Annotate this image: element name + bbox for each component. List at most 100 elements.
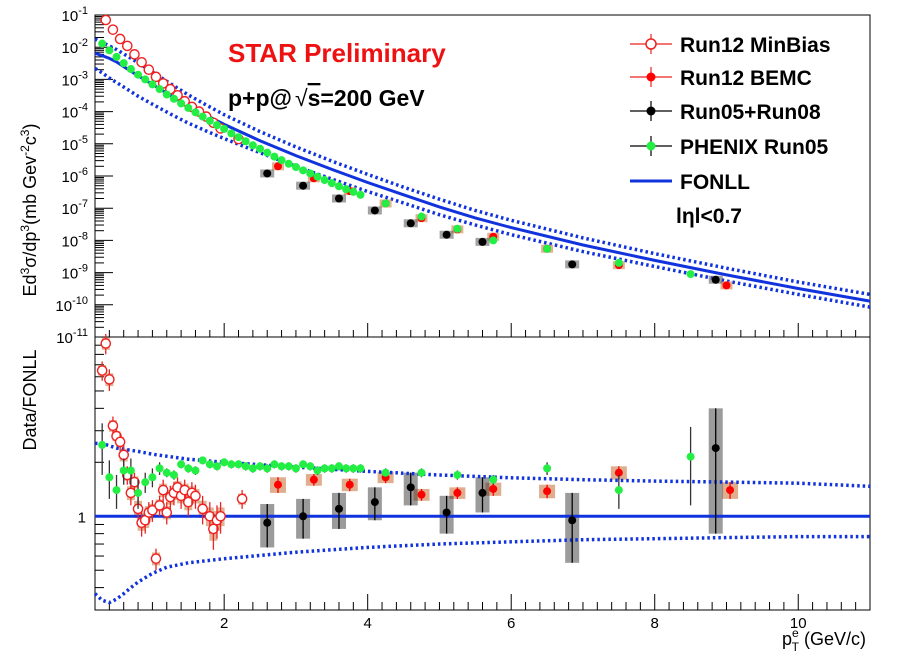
data-point-green-dot: [184, 103, 193, 112]
x-axis-label-sup: e: [792, 626, 799, 640]
data-point-green-dot: [256, 144, 265, 153]
data-point-green-dot: [134, 488, 143, 497]
legend: Run12 MinBias Run12 BEMC Run05+Run08 PHE…: [630, 34, 831, 194]
y-tick-label-exp: -8: [78, 230, 88, 242]
data-point-black-dot: [334, 504, 343, 513]
x-tick-label: 6: [507, 615, 515, 632]
data-point-green-dot: [349, 464, 358, 473]
data-point-green-dot: [198, 112, 207, 121]
data-point-green-dot: [134, 70, 143, 79]
y-tick-label-exp: -3: [78, 69, 88, 81]
y-tick-label: 10-10: [55, 295, 88, 315]
data-point-green-dot: [98, 39, 107, 48]
data-point-black-dot: [568, 516, 577, 525]
data-point-black-dot: [478, 488, 487, 497]
data-point-open-circle: [197, 503, 208, 515]
data-point-green-dot: [334, 182, 343, 191]
legend-marker-open-circle: [645, 38, 657, 50]
data-point-green-dot: [381, 199, 390, 208]
y-tick-label: 10-9: [62, 263, 88, 283]
y-tick-label-exp: -1: [78, 5, 88, 17]
y-tick-label-base: 10: [62, 105, 79, 122]
data-point-open-circle: [121, 40, 133, 52]
legend-marker-green-dot: [646, 141, 656, 151]
data-point-green-dot: [177, 99, 186, 108]
data-point-open-circle: [147, 504, 158, 516]
y-tick-label-base: 10: [62, 72, 79, 89]
data-point-open-circle: [114, 436, 126, 448]
y-tick-label: 10-1: [62, 5, 88, 25]
data-point-green-dot: [342, 464, 351, 473]
data-point-green-dot: [169, 470, 178, 479]
data-point-open-circle: [136, 56, 147, 68]
data-point-green-dot: [291, 163, 300, 172]
x-tick-label: 10: [790, 615, 807, 632]
data-point-green-dot: [381, 468, 390, 477]
data-point-open-circle: [104, 374, 115, 385]
y-tick-label-exp: -6: [78, 166, 88, 178]
data-point-green-dot: [241, 462, 250, 471]
data-point-green-dot: [306, 169, 315, 178]
data-point-green-dot: [234, 133, 243, 142]
legend-label-run05-run08: Run05+Run08: [680, 101, 821, 124]
data-point-red-dot: [614, 468, 623, 477]
legend-entry-run12-bemc: Run12 BEMC: [630, 67, 812, 90]
energy-sqrt: √: [295, 85, 308, 111]
data-point-green-dot: [277, 462, 286, 471]
data-point-green-dot: [320, 464, 329, 473]
y-tick-label: 1: [78, 509, 86, 526]
y-tick-label: 10-7: [62, 198, 88, 218]
data-point-green-dot: [98, 440, 107, 449]
data-point-green-dot: [177, 460, 186, 469]
lower-x-axis-ticks: 2 4 6 8 10: [108, 594, 871, 632]
collision-energy-label: p+p@ √s=200 GeV: [228, 85, 425, 111]
data-point-open-circle: [129, 49, 140, 60]
data-point-black-dot: [442, 508, 451, 517]
data-point-green-dot: [184, 464, 193, 473]
y-tick-label-base: 10: [62, 201, 79, 218]
x-axis-label: pe T (GeV/c): [782, 626, 866, 654]
y-axis-label-part-6: c: [20, 136, 40, 145]
y-tick-label-base: 10: [62, 169, 79, 186]
energy-prefix: p+p@: [228, 85, 292, 111]
legend-label-run12-minbias: Run12 MinBias: [680, 34, 831, 57]
data-point-green-dot: [162, 468, 171, 477]
data-point-red-dot: [273, 480, 282, 489]
data-point-open-circle: [129, 476, 140, 488]
y-tick-label-base: 10: [62, 40, 79, 57]
data-point-green-dot: [453, 224, 462, 233]
y-tick-label-exp: -7: [78, 198, 88, 210]
data-point-green-dot: [112, 52, 121, 61]
data-point-open-circle: [143, 64, 155, 76]
data-point-green-dot: [155, 85, 164, 94]
data-point-open-circle: [107, 24, 119, 35]
data-point-green-dot: [169, 94, 178, 103]
data-point-black-dot: [263, 518, 272, 527]
data-point-green-dot: [155, 464, 164, 473]
y-tick-label: 10-8: [62, 230, 88, 250]
data-point-black-dot: [478, 237, 487, 246]
data-point-green-dot: [349, 187, 358, 196]
data-point-green-dot: [306, 462, 315, 471]
fonll-ratio-band: [93, 534, 870, 605]
y-axis-label-part-4: (mb Gev: [20, 156, 40, 225]
data-point-green-dot: [112, 486, 121, 495]
y-tick-label-exp: -11: [73, 327, 88, 339]
legend-label-fonll: FONLL: [680, 171, 750, 194]
data-point-green-dot: [256, 462, 265, 471]
data-point-green-dot: [227, 460, 236, 469]
lower-panel: 1 2 4 6 8 10 Data/FONLL pe T (GeV/c): [20, 333, 871, 654]
data-point-green-dot: [284, 159, 293, 168]
data-point-green-dot: [614, 486, 623, 495]
legend-entry-run05-run08: Run05+Run08: [630, 101, 821, 124]
legend-label-phenix-run05: PHENIX Run05: [680, 136, 829, 159]
y-axis-label-part-0: Ed: [20, 274, 40, 296]
data-point-green-dot: [489, 475, 498, 484]
x-tick-label: 8: [651, 615, 659, 632]
energy-suffix: =200 GeV: [320, 85, 425, 111]
data-point-open-circle: [182, 496, 194, 508]
y-tick-label-exp: -10: [72, 295, 88, 307]
data-point-open-circle: [150, 553, 162, 564]
data-point-open-circle: [100, 338, 112, 349]
